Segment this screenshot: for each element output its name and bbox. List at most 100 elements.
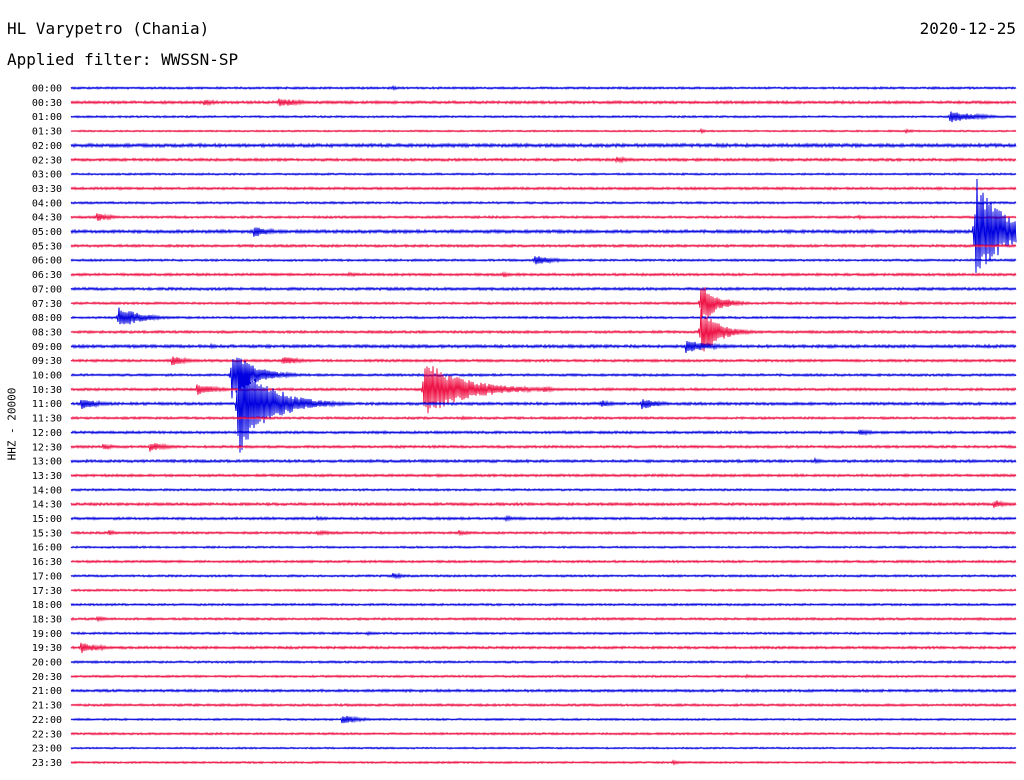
row-label-1100: 11:00 — [32, 399, 62, 410]
trace-1830 — [70, 615, 1017, 623]
trace-2000 — [70, 659, 1017, 665]
trace-1730 — [70, 588, 1017, 593]
row-label-0800: 08:00 — [32, 313, 62, 324]
row-label-1030: 10:30 — [32, 385, 62, 396]
trace-1300 — [70, 456, 1017, 465]
trace-2230 — [70, 731, 1017, 736]
trace-1700 — [70, 572, 1017, 580]
trace-1400 — [70, 487, 1017, 492]
row-label-1500: 15:00 — [32, 514, 62, 525]
trace-0600 — [70, 256, 1017, 265]
row-label-2230: 22:30 — [32, 729, 62, 740]
trace-0130 — [70, 127, 1017, 135]
row-label-0000: 00:00 — [32, 84, 62, 95]
row-label-0300: 03:00 — [32, 170, 62, 181]
trace-0800 — [70, 307, 1017, 325]
row-label-0130: 01:30 — [32, 127, 62, 138]
trace-1530 — [70, 529, 1017, 537]
row-label-1600: 16:00 — [32, 543, 62, 554]
row-label-1930: 19:30 — [32, 643, 62, 654]
record-date: 2020-12-25 — [919, 19, 1016, 38]
row-label-0430: 04:30 — [32, 213, 62, 224]
row-label-2100: 21:00 — [32, 686, 62, 697]
row-label-0100: 01:00 — [32, 112, 62, 123]
trace-0200 — [70, 142, 1017, 149]
applied-filter: Applied filter: WWSSN-SP — [7, 50, 239, 69]
trace-2130 — [70, 702, 1017, 708]
trace-0700 — [70, 286, 1017, 292]
row-label-0400: 04:00 — [32, 198, 62, 209]
row-label-1230: 12:30 — [32, 442, 62, 453]
trace-2100 — [70, 688, 1017, 694]
trace-group — [70, 84, 1017, 766]
trace-0430 — [70, 213, 1017, 221]
trace-1630 — [70, 559, 1017, 564]
trace-1230 — [70, 442, 1017, 452]
row-label-2200: 22:00 — [32, 715, 62, 726]
row-label-0330: 03:30 — [32, 184, 62, 195]
trace-0530 — [70, 243, 1017, 249]
trace-1930 — [70, 642, 1017, 653]
row-label-1900: 19:00 — [32, 629, 62, 640]
trace-2030 — [70, 673, 1017, 679]
row-label-2030: 20:30 — [32, 672, 62, 683]
trace-2330 — [70, 759, 1017, 766]
row-label-0830: 08:30 — [32, 327, 62, 338]
trace-0900 — [70, 340, 1017, 353]
trace-2200 — [70, 715, 1017, 724]
row-label-0630: 06:30 — [32, 270, 62, 281]
row-label-1430: 14:30 — [32, 500, 62, 511]
trace-1430 — [70, 500, 1017, 508]
trace-1900 — [70, 630, 1017, 637]
station-title: HL Varypetro (Chania) — [7, 19, 210, 38]
row-label-0230: 02:30 — [32, 155, 62, 166]
trace-1600 — [70, 545, 1017, 550]
trace-0830 — [70, 308, 1017, 352]
trace-1000 — [70, 357, 1017, 399]
trace-1800 — [70, 602, 1017, 607]
row-label-0500: 05:00 — [32, 227, 62, 238]
row-label-2330: 23:30 — [32, 758, 62, 769]
row-label-2000: 20:00 — [32, 658, 62, 669]
row-label-0730: 07:30 — [32, 299, 62, 310]
trace-1030 — [70, 366, 1017, 414]
row-label-1300: 13:00 — [32, 457, 62, 468]
trace-2300 — [70, 746, 1017, 750]
trace-0400 — [70, 200, 1017, 205]
trace-1100 — [70, 360, 1017, 453]
trace-1130 — [70, 415, 1017, 421]
row-label-0600: 06:00 — [32, 256, 62, 267]
row-label-1830: 18:30 — [32, 614, 62, 625]
row-label-2300: 23:00 — [32, 744, 62, 755]
trace-1330 — [70, 473, 1017, 479]
trace-0330 — [70, 186, 1017, 191]
row-label-1130: 11:30 — [32, 414, 62, 425]
row-label-1630: 16:30 — [32, 557, 62, 568]
trace-0100 — [70, 111, 1017, 123]
row-label-1000: 10:00 — [32, 371, 62, 382]
trace-0730 — [70, 287, 1017, 318]
trace-0000 — [70, 84, 1017, 92]
row-label-0030: 00:30 — [32, 98, 62, 109]
trace-0030 — [70, 98, 1017, 107]
trace-0930 — [70, 356, 1017, 366]
row-label-1330: 13:30 — [32, 471, 62, 482]
row-label-2130: 21:30 — [32, 701, 62, 712]
trace-1200 — [70, 428, 1017, 436]
trace-0300 — [70, 172, 1017, 177]
trace-1500 — [70, 514, 1017, 523]
row-label-0530: 05:30 — [32, 241, 62, 252]
row-label-0930: 09:30 — [32, 356, 62, 367]
trace-0630 — [70, 271, 1017, 279]
row-label-1800: 18:00 — [32, 600, 62, 611]
row-label-0900: 09:00 — [32, 342, 62, 353]
row-label-1700: 17:00 — [32, 571, 62, 582]
row-label-1400: 14:00 — [32, 485, 62, 496]
row-label-0200: 02:00 — [32, 141, 62, 152]
row-label-0700: 07:00 — [32, 284, 62, 295]
trace-0230 — [70, 156, 1017, 164]
row-label-1530: 15:30 — [32, 528, 62, 539]
trace-0500 — [70, 178, 1017, 273]
row-label-1730: 17:30 — [32, 586, 62, 597]
